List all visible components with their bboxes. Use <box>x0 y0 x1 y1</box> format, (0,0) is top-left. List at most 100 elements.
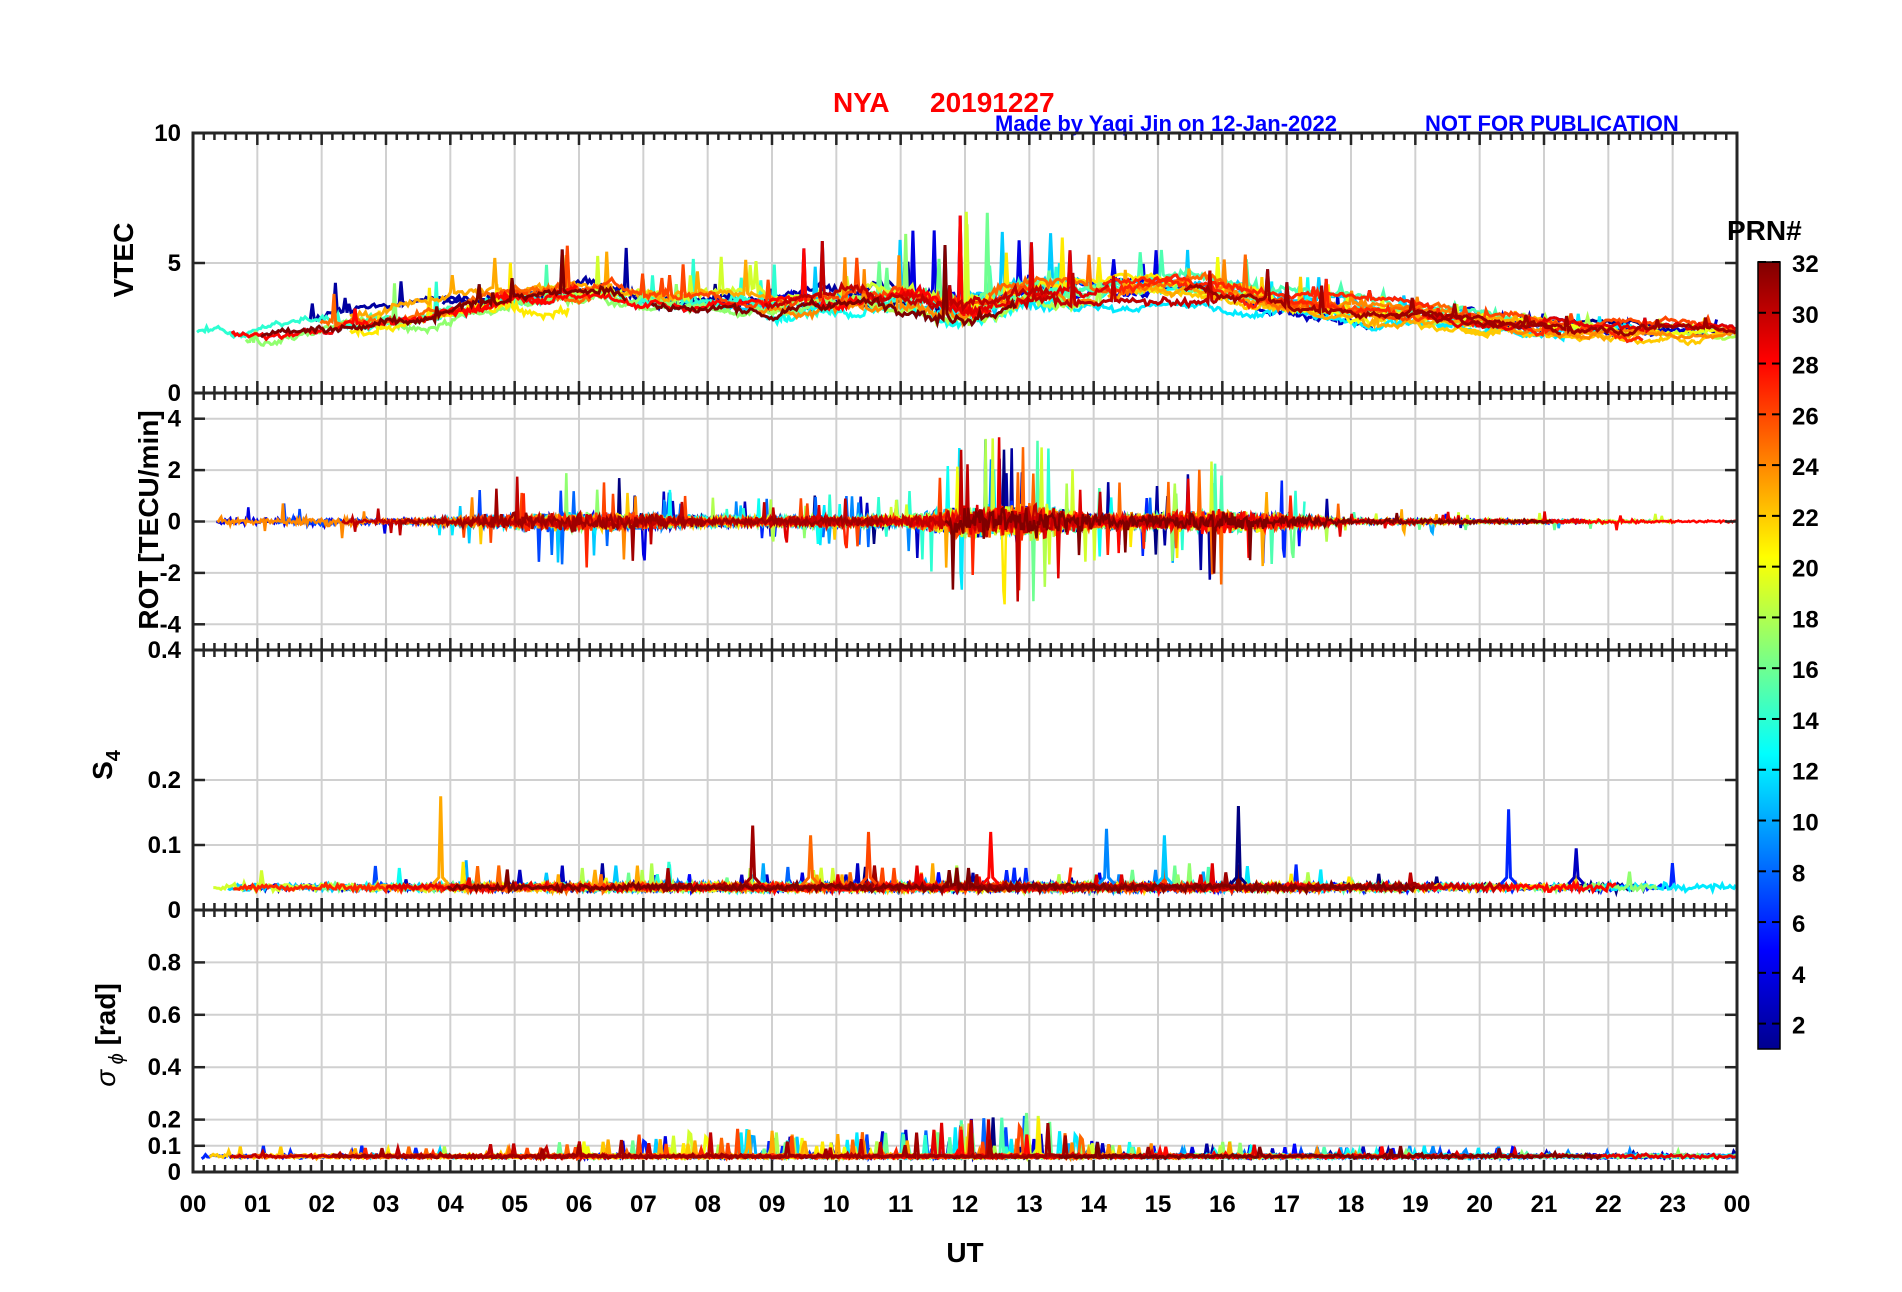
x-tick-label: 22 <box>1595 1191 1622 1218</box>
rot-panel: -4 -2 0 2 4 <box>160 391 1739 652</box>
colorbar-tick-label: 14 <box>1792 708 1819 735</box>
x-tick-label: 21 <box>1531 1191 1558 1218</box>
rot-y-tick-label: -4 <box>160 611 182 638</box>
colorbar-tick-label: 8 <box>1792 860 1805 887</box>
x-tick-label: 20 <box>1466 1191 1493 1218</box>
x-tick-label: 04 <box>437 1191 464 1218</box>
x-tick-label: 06 <box>566 1191 593 1218</box>
vtec-series-prn-31 <box>1183 269 1561 336</box>
s4-y-tick-label: 0.1 <box>148 832 181 859</box>
colorbar-tick-label: 28 <box>1792 353 1819 380</box>
colorbar-tick-label: 22 <box>1792 505 1819 532</box>
sigma-y-tick-label: 0.2 <box>148 1107 181 1134</box>
rot-series-group <box>216 437 1737 605</box>
x-tick-label: 14 <box>1080 1191 1107 1218</box>
s4-peak-0 <box>431 796 450 885</box>
x-tick-label: 13 <box>1016 1191 1043 1218</box>
x-tick-label: 15 <box>1145 1191 1172 1218</box>
s4-panel: 0 0.1 0.2 0.4 <box>148 637 1739 924</box>
colorbar-tick-label: 20 <box>1792 556 1819 583</box>
colorbar-tick-label: 2 <box>1792 1013 1805 1040</box>
colorbar-tick-label: 24 <box>1792 454 1819 481</box>
rot-series-prn-27 <box>483 493 1323 591</box>
vtec-y-tick-label: 0 <box>168 380 181 407</box>
sigma-y-tick-label: 0.8 <box>148 949 181 976</box>
colorbar-tick-label: 10 <box>1792 810 1819 837</box>
x-tick-label: 03 <box>373 1191 400 1218</box>
x-tick-label: 10 <box>823 1191 850 1218</box>
s4-peak-3 <box>859 831 878 885</box>
rot-y-tick-label: -2 <box>160 560 181 587</box>
x-tick-label: 23 <box>1659 1191 1686 1218</box>
colorbar-tick-label: 26 <box>1792 403 1819 430</box>
x-tick-label: 12 <box>952 1191 979 1218</box>
vtec-y-tick-label: 10 <box>154 120 181 147</box>
x-tick-label: 09 <box>759 1191 786 1218</box>
rot-y-tick-label: 0 <box>168 509 181 536</box>
sigma-phi-panel: 00.10.2 0.4 0.6 0.8 <box>148 908 1739 1186</box>
x-tick-label: 16 <box>1209 1191 1236 1218</box>
x-tick-label: 05 <box>501 1191 528 1218</box>
colorbar-tick-label: 32 <box>1792 251 1819 278</box>
s4-series-group <box>213 796 1737 898</box>
sigma-series-prn-32 <box>1058 1142 1602 1161</box>
vtec-series-prn-30 <box>1020 270 1219 311</box>
s4-peak-9 <box>1567 848 1586 885</box>
vtec-series-group <box>196 211 1737 347</box>
vtec-series-prn-31 <box>1392 297 1737 337</box>
vtec-series-prn-32 <box>259 249 627 339</box>
rot-series-prn-15 <box>1028 440 1522 565</box>
x-tick-label: 00 <box>180 1191 207 1218</box>
x-tick-label: 00 <box>1724 1191 1751 1218</box>
vtec-series-prn-30 <box>763 241 1051 313</box>
rot-series-prn-9 <box>574 459 993 552</box>
colorbar-tick-label: 16 <box>1792 657 1819 684</box>
rot-series-prn-8 <box>482 439 1153 565</box>
sigma-y-tick-label: 0 <box>168 1159 181 1186</box>
s4-peak-6 <box>1155 835 1174 885</box>
s4-peak-2 <box>801 835 820 885</box>
sigma-y-tick-label: 0.4 <box>148 1054 182 1081</box>
sigma-y-tick-label: 0.1 <box>148 1133 181 1160</box>
colorbar-tick-label: 18 <box>1792 606 1819 633</box>
s4-series-prn-32 <box>447 864 1416 896</box>
s4-peak-7 <box>1229 805 1248 885</box>
vtec-axis-title: VTEC <box>108 223 139 298</box>
vtec-panel: 0 5 10 <box>154 120 1739 407</box>
x-tick-label: 08 <box>694 1191 721 1218</box>
rot-y-tick-label: 4 <box>168 406 182 433</box>
sigma-y-tick-label: 0.6 <box>148 1002 181 1029</box>
s4-peak-4 <box>981 831 1000 885</box>
x-tick-label: 02 <box>308 1191 335 1218</box>
x-tick-label: 07 <box>630 1191 657 1218</box>
chart-title-date: 20191227 <box>930 87 1055 118</box>
colorbar-tick-label: 6 <box>1792 911 1805 938</box>
vtec-series-prn-32 <box>650 245 1017 329</box>
x-tick-label: 17 <box>1273 1191 1300 1218</box>
chart-title-station: NYA <box>833 87 890 118</box>
s4-y-tick-label: 0.2 <box>148 767 181 794</box>
x-axis-tick-labels: 00 01 02 03 04 05 06 07 08 09 10 11 12 13 14 15 16 17 18 19… <box>180 1191 1751 1218</box>
rot-series-prn-31 <box>398 488 885 561</box>
x-tick-label: 19 <box>1402 1191 1429 1218</box>
s4-peak-5 <box>1097 828 1116 885</box>
x-tick-label: 11 <box>888 1191 913 1218</box>
colorbar <box>1757 261 1781 1050</box>
sigma-series-group <box>200 1112 1737 1163</box>
s4-y-tick-label: 0.4 <box>148 637 182 664</box>
s4-axis-title: S4 <box>87 749 125 780</box>
rot-axis-title: ROT [TECU/min] <box>133 410 164 629</box>
colorbar-tick-label: 30 <box>1792 302 1819 329</box>
colorbar-tick-label: 12 <box>1792 759 1819 786</box>
s4-y-tick-label: 0 <box>168 897 181 924</box>
sigma-series-prn-31 <box>331 1123 1159 1162</box>
x-tick-label: 18 <box>1338 1191 1365 1218</box>
s4-peak-8 <box>1499 809 1518 885</box>
sigma-axis-title: σ ϕ [rad] <box>90 983 128 1087</box>
colorbar-tick-label: 4 <box>1792 962 1806 989</box>
x-axis-title: UT <box>946 1237 983 1268</box>
rot-y-tick-label: 2 <box>168 457 181 484</box>
s4-peak-1 <box>743 825 762 885</box>
